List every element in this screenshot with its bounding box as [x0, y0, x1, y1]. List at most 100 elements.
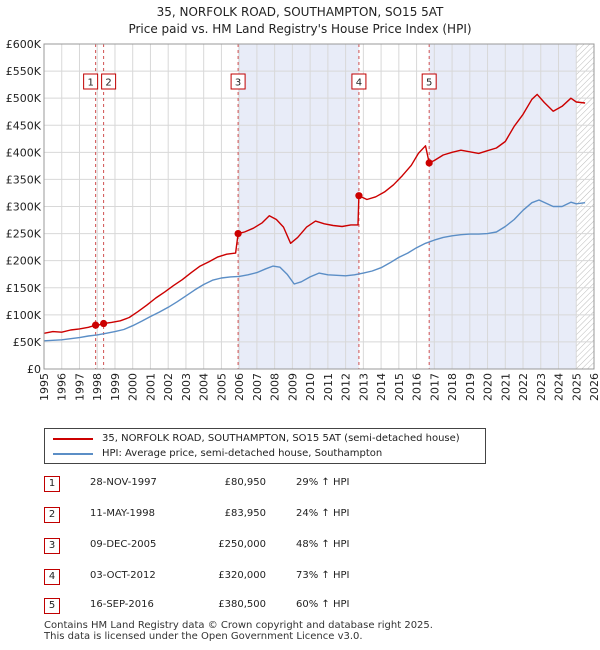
footer: Contains HM Land Registry data © Crown c…	[44, 620, 433, 642]
sale-marker-box	[101, 73, 117, 90]
sale-number-badge: 5	[44, 598, 60, 614]
sale-point	[425, 159, 433, 167]
sale-hpi-change: 60% ↑ HPI	[296, 599, 350, 610]
x-tick-label: 2017	[428, 373, 441, 401]
x-tick-label: 2000	[127, 373, 140, 401]
sale-number-badge: 4	[44, 569, 60, 585]
x-tick-label: 2024	[553, 373, 566, 401]
sale-price: £320,000	[218, 570, 266, 581]
chart-title-block: 35, NORFOLK ROAD, SOUTHAMPTON, SO15 5AT …	[0, 4, 600, 38]
sale-marker-badge: 3	[230, 73, 246, 90]
sale-hpi-change: 24% ↑ HPI	[296, 508, 350, 519]
sale-point	[355, 192, 363, 200]
x-tick-label: 2008	[269, 373, 282, 401]
y-tick-label: £50K	[13, 336, 42, 349]
x-tick-label: 2018	[446, 373, 459, 401]
sale-number-badge: 3	[44, 538, 60, 554]
sale-marker-label: 5	[426, 78, 432, 89]
y-tick-label: £600K	[6, 38, 42, 51]
sale-marker-badge: 2	[101, 73, 117, 90]
y-tick-label: £250K	[6, 228, 42, 241]
sale-row: 4 03-OCT-2012 £320,000 73% ↑ HPI	[44, 569, 444, 585]
x-tick-label: 1999	[109, 373, 122, 401]
sale-date: 03-OCT-2012	[90, 570, 156, 581]
sale-price: £80,950	[224, 477, 266, 488]
sale-point	[234, 229, 242, 238]
sale-row: 3 09-DEC-2005 £250,000 48% ↑ HPI	[44, 538, 444, 554]
sale-marker-badge: 4	[351, 73, 367, 90]
sale-point	[92, 321, 100, 329]
sale-hpi-change: 73% ↑ HPI	[296, 570, 350, 581]
chart-title: 35, NORFOLK ROAD, SOUTHAMPTON, SO15 5AT	[156, 5, 444, 19]
sale-row: 1 28-NOV-1997 £80,950 29% ↑ HPI	[44, 476, 444, 492]
sale-marker-badge: 5	[421, 73, 437, 90]
x-tick-label: 2011	[322, 373, 335, 401]
sale-hpi-change: 29% ↑ HPI	[296, 477, 350, 488]
y-tick-label: £550K	[6, 65, 42, 78]
hpi-series-line	[43, 199, 586, 342]
x-tick-label: 2012	[340, 373, 353, 401]
x-tick-label: 1998	[91, 373, 104, 401]
x-tick-label: 2025	[570, 373, 583, 401]
y-tick-label: £300K	[6, 201, 42, 214]
x-tick-label: 2005	[215, 373, 228, 401]
x-tick-label: 2023	[535, 373, 548, 401]
y-tick-label: £200K	[6, 255, 42, 268]
sale-marker-label: 2	[105, 78, 111, 89]
legend-label-property: 35, NORFOLK ROAD, SOUTHAMPTON, SO15 5AT …	[102, 433, 460, 444]
x-tick-label: 1996	[56, 373, 69, 401]
y-tick-label: £400K	[6, 146, 42, 159]
x-tick-label: 2015	[393, 373, 406, 401]
property-series-line	[43, 93, 586, 334]
sale-date: 16-SEP-2016	[90, 599, 154, 610]
sale-row: 5 16-SEP-2016 £380,500 60% ↑ HPI	[44, 598, 444, 614]
x-tick-label: 2022	[517, 373, 530, 401]
sale-marker-label: 1	[87, 78, 93, 89]
sale-marker-label: 4	[356, 78, 362, 89]
sale-date: 09-DEC-2005	[90, 539, 157, 550]
x-tick-label: 2004	[198, 373, 211, 401]
chart-subtitle: Price paid vs. HM Land Registry's House …	[128, 22, 472, 36]
legend-swatch-hpi	[53, 452, 93, 455]
sale-marker-badge: 1	[83, 73, 99, 90]
sale-marker-box	[230, 73, 246, 90]
legend-swatch-property	[53, 437, 93, 440]
sale-number-badge: 1	[44, 476, 60, 492]
sale-price: £83,950	[224, 508, 266, 519]
x-tick-label: 2021	[499, 373, 512, 401]
x-tick-label: 2006	[233, 373, 246, 401]
sale-marker-box	[421, 73, 437, 90]
x-tick-label: 2013	[357, 373, 370, 401]
x-tick-label: 2016	[411, 373, 424, 401]
y-tick-label: £350K	[6, 173, 42, 186]
sale-point	[100, 319, 108, 328]
y-tick-label: £450K	[6, 119, 42, 132]
x-tick-label: 2001	[144, 373, 157, 401]
sale-price: £250,000	[218, 539, 266, 550]
sale-hpi-change: 48% ↑ HPI	[296, 539, 350, 550]
chart-legend: 35, NORFOLK ROAD, SOUTHAMPTON, SO15 5AT …	[44, 428, 486, 464]
y-tick-label: £150K	[6, 282, 42, 295]
x-tick-label: 2014	[375, 373, 388, 401]
x-tick-label: 2010	[304, 373, 317, 401]
x-tick-label: 2026	[588, 373, 600, 401]
footer-copyright: Contains HM Land Registry data © Crown c…	[44, 620, 433, 631]
sale-marker-label: 3	[235, 78, 241, 89]
sale-number-badge: 2	[44, 507, 60, 523]
x-tick-label: 2020	[482, 373, 495, 401]
x-tick-label: 2003	[180, 373, 193, 401]
y-tick-label: £100K	[6, 309, 42, 322]
footer-licence: This data is licensed under the Open Gov…	[44, 631, 363, 642]
sale-date: 11-MAY-1998	[90, 508, 156, 519]
legend-label-hpi: HPI: Average price, semi-detached house,…	[102, 448, 383, 459]
x-tick-label: 1995	[38, 373, 51, 401]
x-tick-label: 2002	[162, 373, 175, 401]
legend-item-property: 35, NORFOLK ROAD, SOUTHAMPTON, SO15 5AT …	[53, 431, 460, 446]
price-chart: £0 £50K £100K £150K £200K £250K £300K £350K £400…	[6, 38, 600, 401]
y-tick-label: £0	[27, 363, 41, 376]
x-tick-label: 2019	[464, 373, 477, 401]
x-tick-label: 2009	[286, 373, 299, 401]
x-tick-label: 1997	[73, 373, 86, 401]
sale-price: £380,500	[218, 599, 266, 610]
sale-marker-box	[83, 73, 99, 90]
